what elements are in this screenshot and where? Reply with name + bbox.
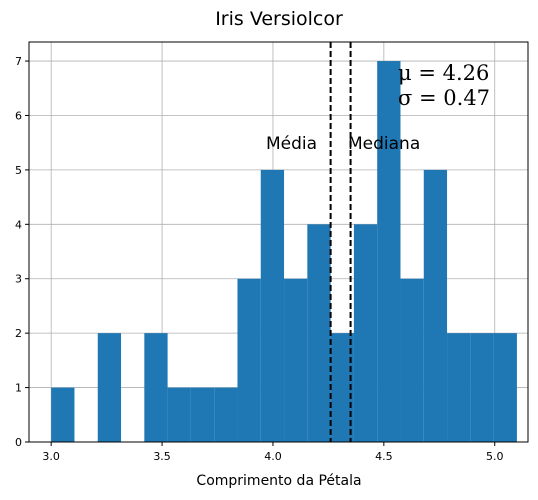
median-annotation: Mediana (348, 134, 420, 154)
y-tick-label: 4 (15, 218, 22, 231)
histogram-bar (330, 333, 354, 442)
y-tick-label: 6 (15, 109, 22, 122)
chart-title: Iris Versiolcor (215, 8, 343, 30)
histogram-bar (377, 61, 401, 443)
y-tick-label: 0 (15, 436, 22, 449)
x-tick-label: 3.5 (153, 450, 171, 463)
histogram-bar (423, 169, 448, 442)
y-tick-label: 3 (15, 273, 22, 286)
y-tick-label: 7 (15, 55, 22, 68)
y-tick-label: 1 (15, 382, 22, 395)
x-tick-label: 4.0 (264, 450, 282, 463)
x-tick-label: 4.5 (375, 450, 393, 463)
x-tick-label: 3.0 (42, 450, 60, 463)
histogram-bar (307, 224, 331, 442)
histogram-bar (190, 387, 215, 442)
bars (51, 61, 517, 443)
histogram-bar (97, 333, 122, 442)
histogram-bar (400, 278, 424, 442)
histogram-bar (353, 224, 378, 442)
histogram-bar (214, 387, 238, 442)
y-tick-label: 2 (15, 327, 22, 340)
histogram-bar (51, 387, 75, 442)
histogram-bar (493, 333, 517, 442)
histogram-bar (237, 278, 261, 442)
plot-frame (28, 41, 529, 443)
x-axis-label: Comprimento da Pétala (196, 473, 361, 489)
x-axis-ticks: 3.0 3.5 4.0 4.5 5.0 (42, 442, 503, 463)
x-tick-label: 5.0 (486, 450, 504, 463)
y-axis-ticks: 0 1 2 3 4 5 6 7 (15, 55, 29, 449)
y-tick-label: 5 (15, 164, 22, 177)
reference-lines (329, 42, 352, 442)
histogram-bar (470, 333, 494, 442)
histogram-bar (167, 387, 191, 442)
histogram-bar (260, 169, 285, 442)
mu-annotation: μ = 4.26 (398, 61, 489, 85)
sigma-annotation: σ = 0.47 (398, 86, 490, 110)
mean-annotation: Média (266, 134, 317, 154)
histogram-bar (284, 278, 308, 442)
histogram-bar (447, 333, 471, 442)
histogram-bar (144, 333, 168, 442)
